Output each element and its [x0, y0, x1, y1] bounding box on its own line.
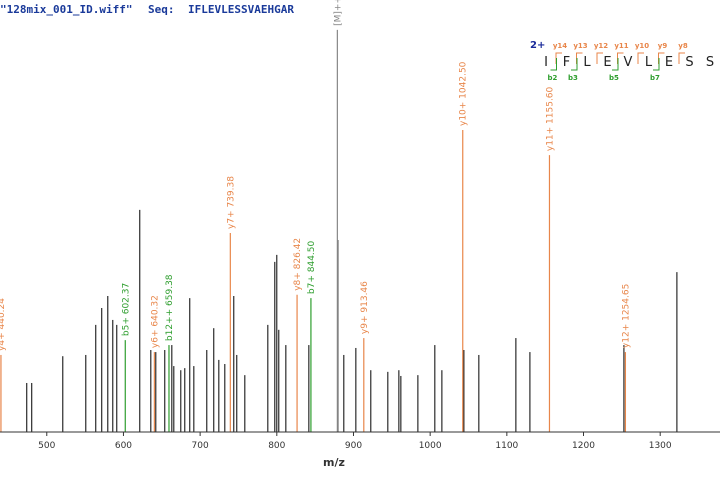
- b-ion-label: b2: [548, 74, 558, 82]
- peak-label: [M]++ 878.98: [333, 0, 343, 26]
- x-tick-label: 500: [38, 441, 55, 451]
- peaks: y4+ 440.24 b5+ 602.37 y6+ 640.32 b12++ 659.…: [0, 0, 678, 432]
- seq-label: Seq:: [148, 3, 175, 16]
- x-tick-label: 1200: [572, 441, 595, 451]
- b-bracket: [571, 58, 578, 71]
- peak-label: b7+ 844.50: [307, 240, 317, 294]
- residue: L: [583, 55, 591, 70]
- y-ion-label: y8: [678, 42, 688, 50]
- peak-label: y7+ 739.38: [226, 176, 236, 229]
- residue: V: [624, 55, 633, 70]
- b-ion-label: b7: [650, 74, 660, 82]
- x-axis: 500 600 700 800 900 1000 1100 1200 1300: [0, 431, 720, 451]
- peak-label: b5+ 602.37: [121, 283, 131, 336]
- residue: E: [603, 55, 611, 70]
- residue: S: [685, 55, 693, 70]
- y-ion-label: y14: [553, 42, 567, 50]
- x-tick-label: 600: [115, 441, 132, 451]
- y-bracket: [678, 52, 685, 64]
- b-bracket: [612, 58, 619, 71]
- residue: L: [645, 55, 653, 70]
- residue: S: [706, 55, 714, 70]
- b-bracket: [550, 58, 557, 71]
- y-ion-label: y11: [614, 42, 628, 50]
- x-tick-label: 1100: [495, 441, 518, 451]
- peak-label: y4+ 440.24: [0, 298, 7, 351]
- y-ion-label: y10: [635, 42, 649, 50]
- x-tick-label: 900: [345, 441, 362, 451]
- y-ion-label: y13: [573, 42, 587, 50]
- y-bracket: [596, 52, 603, 64]
- x-axis-label: m/z: [323, 456, 345, 469]
- peak-label: y6+ 640.32: [150, 295, 160, 348]
- y-ion-label: y9: [658, 42, 668, 50]
- peak-label: b12++ 659.38: [165, 274, 175, 341]
- peak-label: y11+ 1155.60: [545, 86, 555, 151]
- sequence: IFLEVLESSVAEHGAR: [188, 3, 294, 16]
- x-tick-label: 700: [192, 441, 209, 451]
- residue: F: [563, 55, 570, 70]
- b-bracket: [653, 58, 660, 71]
- residue: E: [665, 55, 673, 70]
- y-bracket: [637, 52, 644, 64]
- peak-label: y8+ 826.42: [293, 238, 303, 291]
- x-tick-label: 1300: [649, 441, 672, 451]
- peak-label: y10+ 1042.50: [459, 61, 469, 126]
- x-tick-label: 1000: [419, 441, 442, 451]
- residue: I: [544, 55, 548, 70]
- file-name: "128mix_001_ID.wiff": [0, 3, 132, 16]
- y-ion-label: y12: [594, 42, 608, 50]
- b-ion-label: b5: [609, 74, 619, 82]
- b-ion-label: b3: [568, 74, 578, 82]
- x-tick-label: 800: [268, 441, 285, 451]
- peak-label: y9+ 913.46: [360, 281, 370, 334]
- peak-label: y12+ 1254.65: [621, 284, 631, 348]
- charge-state: 2+: [530, 40, 545, 51]
